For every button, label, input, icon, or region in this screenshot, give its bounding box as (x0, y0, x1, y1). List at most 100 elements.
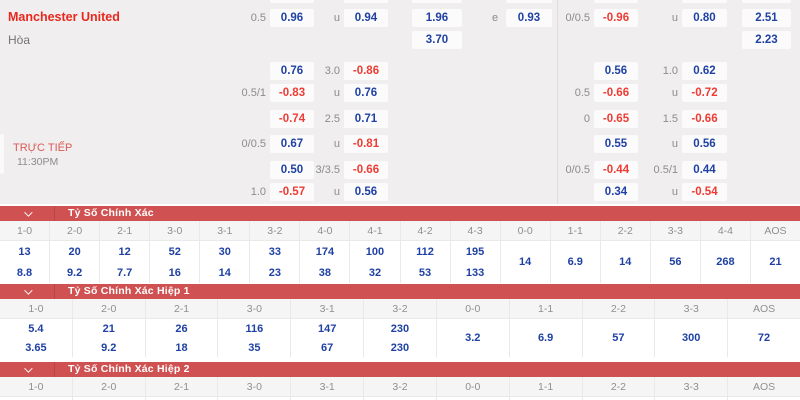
score-odds-value[interactable]: 116 (245, 322, 264, 335)
home-team-name[interactable]: Manchester United (8, 10, 120, 24)
score-odds-value[interactable]: 67 (321, 341, 334, 354)
score-odds-cell[interactable]: 21 9.2 (72, 319, 145, 357)
odds-button[interactable]: 0.56 (344, 183, 388, 201)
score-odds-cell[interactable]: 14 (600, 241, 650, 283)
score-odds-value[interactable]: 13 (18, 245, 31, 258)
score-odds-value[interactable]: 23 (268, 266, 281, 279)
score-odds-value[interactable]: 9.2 (66, 266, 83, 279)
score-odds-value[interactable]: 38 (318, 266, 332, 279)
score-odds-cell[interactable]: 147 67 (291, 319, 364, 357)
x12-odds-button[interactable]: 3.70 (412, 31, 462, 49)
score-odds-value[interactable]: 12 (118, 245, 131, 258)
score-odds-value[interactable]: 9.2 (101, 341, 117, 354)
odds-button[interactable]: -0.54 (682, 183, 727, 201)
odds-button[interactable]: -0.66 (682, 110, 727, 128)
score-odds-value[interactable]: 32 (368, 266, 382, 279)
score-odds-cell[interactable]: 33 23 (250, 241, 300, 283)
score-odds-value[interactable]: 52 (168, 245, 181, 258)
score-odds-cell[interactable]: 6.9 (509, 319, 582, 357)
odds-button[interactable]: -0.72 (682, 84, 727, 102)
odds-button[interactable]: 0.34 (594, 183, 638, 201)
score-odds-cell[interactable]: 30 14 (200, 241, 250, 283)
score-odds-value[interactable]: 35 (248, 341, 261, 354)
score-odds-cell[interactable]: 268 (700, 241, 750, 283)
odds-button[interactable]: 0.80 (682, 9, 727, 27)
score-odds-cell[interactable]: 56 (650, 241, 700, 283)
score-odds-value[interactable]: 112 (416, 245, 434, 258)
odds-button[interactable]: 0.94 (344, 9, 388, 27)
score-odds-value[interactable]: 21 (769, 256, 782, 268)
score-odds-value[interactable]: 3.2 (465, 332, 481, 344)
score-odds-value[interactable]: 133 (465, 266, 485, 279)
score-odds-cell[interactable]: 195 133 (450, 241, 500, 283)
score-odds-value[interactable]: 14 (519, 256, 532, 268)
score-odds-cell[interactable]: 112 53 (400, 241, 450, 283)
score-odds-value[interactable]: 147 (317, 322, 337, 335)
score-odds-value[interactable]: 33 (268, 245, 281, 258)
score-odds-value[interactable]: 21 (102, 322, 115, 335)
score-odds-value[interactable]: 53 (418, 266, 432, 279)
score-odds-cell[interactable]: 26 18 (145, 319, 218, 357)
score-odds-cell[interactable]: 300 (655, 319, 728, 357)
odds-button[interactable]: 0.56 (594, 62, 638, 80)
odds-button[interactable]: 0.67 (270, 135, 314, 153)
odds-button[interactable]: -0.83 (270, 84, 314, 102)
collapse-toggle[interactable] (0, 206, 55, 221)
odds-button[interactable]: 2.23 (742, 31, 791, 49)
score-odds-value[interactable]: 14 (619, 256, 632, 268)
score-odds-cell[interactable]: 20 9.2 (50, 241, 100, 283)
odds-button[interactable]: -0.66 (344, 161, 388, 179)
score-odds-value[interactable]: 300 (682, 332, 701, 344)
score-odds-cell[interactable]: 57 (582, 319, 655, 357)
score-odds-cell[interactable]: 116 35 (218, 319, 291, 357)
score-odds-value[interactable]: 7.7 (117, 266, 133, 279)
odds-button[interactable]: 0.71 (344, 110, 388, 128)
score-odds-cell[interactable]: 3.2 (436, 319, 509, 357)
score-odds-value[interactable]: 72 (757, 332, 771, 344)
score-odds-value[interactable]: 30 (218, 245, 231, 258)
score-odds-cell[interactable]: 52 16 (150, 241, 200, 283)
score-odds-value[interactable]: 26 (175, 322, 188, 335)
odds-button[interactable]: 0.76 (270, 62, 314, 80)
odds-button[interactable]: -0.74 (270, 110, 314, 128)
odds-button[interactable]: -0.96 (594, 9, 638, 27)
score-odds-cell[interactable]: 6.9 (550, 241, 600, 283)
odds-button[interactable]: -0.81 (344, 135, 388, 153)
score-odds-value[interactable]: 16 (168, 266, 181, 279)
score-odds-value[interactable]: 195 (465, 245, 485, 258)
score-odds-cell[interactable]: 14 (500, 241, 550, 283)
score-odds-value[interactable]: 20 (68, 245, 81, 258)
score-odds-cell[interactable]: 100 32 (350, 241, 400, 283)
score-odds-cell[interactable]: 13 8.8 (0, 241, 50, 283)
odds-button[interactable]: -0.44 (594, 161, 638, 179)
collapse-toggle[interactable] (0, 284, 55, 299)
odds-button[interactable]: -0.65 (594, 110, 638, 128)
score-odds-value[interactable]: 6.9 (567, 256, 583, 268)
score-odds-cell[interactable]: 230 230 (364, 319, 436, 357)
score-odds-cell[interactable]: 5.4 3.65 (0, 319, 72, 357)
odds-button[interactable]: 2.51 (742, 9, 791, 27)
score-odds-value[interactable]: 14 (218, 266, 231, 279)
score-odds-cell[interactable]: 174 38 (300, 241, 350, 283)
odds-button[interactable]: 0.56 (682, 135, 727, 153)
score-odds-value[interactable]: 174 (315, 245, 335, 258)
score-odds-cell[interactable]: 72 (728, 319, 800, 357)
odds-button[interactable]: 0.96 (270, 9, 314, 27)
score-odds-value[interactable]: 8.8 (16, 266, 33, 279)
score-odds-value[interactable]: 268 (716, 256, 735, 268)
odds-button[interactable]: 0.93 (506, 9, 552, 27)
score-odds-value[interactable]: 230 (390, 322, 410, 335)
score-odds-value[interactable]: 18 (175, 341, 188, 354)
odds-button[interactable]: 0.62 (682, 62, 727, 80)
score-odds-value[interactable]: 6.9 (537, 332, 554, 344)
score-odds-value[interactable]: 57 (612, 332, 625, 344)
collapse-toggle[interactable] (0, 362, 55, 377)
odds-button[interactable]: 0.76 (344, 84, 388, 102)
x12-odds-button[interactable]: 1.96 (412, 9, 462, 27)
odds-button[interactable]: 0.44 (682, 161, 727, 179)
score-odds-cell[interactable]: 12 7.7 (100, 241, 150, 283)
odds-button[interactable]: 0.55 (594, 135, 638, 153)
score-odds-value[interactable]: 56 (669, 256, 682, 268)
odds-button[interactable]: -0.66 (594, 84, 638, 102)
score-odds-cell[interactable]: 21 (750, 241, 800, 283)
